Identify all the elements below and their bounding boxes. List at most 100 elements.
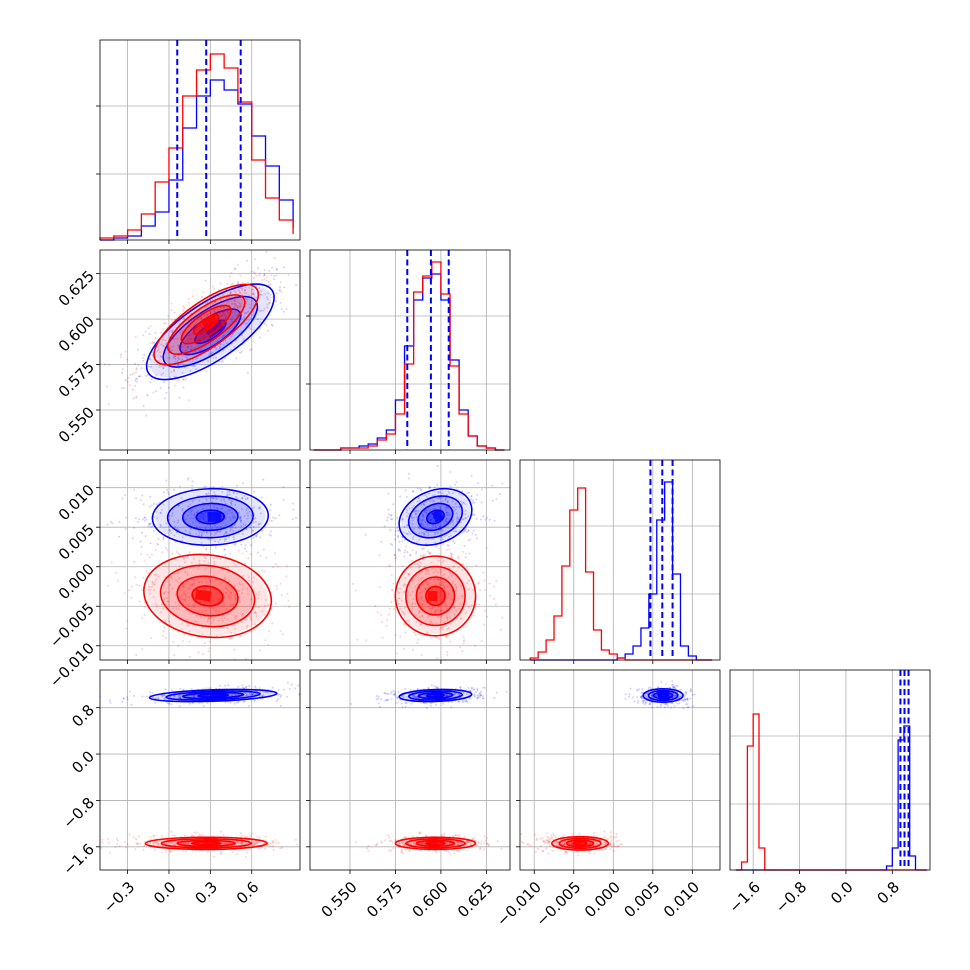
y-tick-label: −1.6: [60, 840, 98, 878]
x-tick-label: 0.6: [233, 878, 263, 908]
x-tick-label: 0.0: [150, 878, 180, 908]
density-peak-blue: [204, 319, 225, 338]
y-tick-label: −0.8: [60, 794, 98, 832]
x-tick-label: 0.000: [581, 878, 624, 921]
x-tick-label: 0.3: [191, 878, 221, 908]
density-peak-red: [574, 838, 582, 849]
contour-red: [166, 294, 246, 355]
contour-blue: [407, 495, 464, 539]
density-peak-red: [427, 590, 438, 601]
contour-red: [405, 565, 466, 627]
contour-red: [180, 304, 232, 345]
contour-red: [572, 840, 588, 846]
contour-blue: [165, 690, 261, 701]
y-tick-label: 0.8: [68, 701, 98, 731]
pair-density-panel: [96, 249, 301, 454]
grid-lines: [520, 460, 720, 660]
x-tick-label: 0.010: [660, 878, 703, 921]
marginal-histogram-panel: [306, 249, 511, 454]
contour-blue: [407, 690, 464, 701]
axes-frame: [519, 459, 721, 661]
x-tick-label: 0.8: [873, 878, 903, 908]
pair-density-panel: [96, 669, 301, 874]
contour-blue: [652, 691, 674, 700]
contour-red: [394, 555, 477, 637]
contour-red: [190, 841, 222, 846]
contour-red: [405, 838, 466, 849]
contour-blue: [195, 509, 225, 525]
contour-red: [415, 839, 456, 848]
histogram-series-red: [313, 261, 505, 451]
y-tick-label: −0.005: [46, 600, 98, 652]
contour-red: [394, 836, 477, 851]
contour-blue: [398, 688, 473, 703]
contour-blue: [162, 295, 259, 368]
x-tick-label: 0.550: [318, 878, 361, 921]
marginal-histogram-panel: [729, 669, 931, 874]
contour-blue: [151, 487, 270, 546]
contour-red: [425, 585, 446, 607]
contour-red: [425, 841, 446, 846]
y-tick-label: 0.625: [55, 267, 98, 310]
pair-density-panel: [516, 669, 721, 874]
axes-frame: [309, 669, 511, 871]
contour-red: [143, 553, 273, 639]
x-tick-label: −1.6: [725, 878, 763, 916]
x-tick-label: 0.625: [454, 878, 497, 921]
y-tick-label: 0.005: [55, 520, 98, 563]
contour-red: [192, 314, 220, 335]
x-tick-label: −0.3: [100, 878, 138, 916]
contour-blue: [145, 283, 275, 381]
marginal-histogram-panel: [516, 459, 721, 664]
x-tick-label: 0.600: [409, 878, 452, 921]
y-tick-label: 0.0: [68, 747, 98, 777]
contour-blue: [197, 693, 230, 698]
grid-lines: [730, 670, 930, 870]
x-tick-label: −0.8: [772, 878, 810, 916]
pair-density-panel: [306, 459, 511, 664]
axes-frame: [99, 669, 301, 871]
pair-density-panel: [306, 669, 511, 874]
density-peak-red: [427, 838, 438, 849]
contour-red: [153, 283, 260, 366]
axes-frame: [519, 669, 721, 871]
x-tick-label: −0.005: [533, 878, 585, 930]
axes-frame: [309, 249, 511, 451]
y-tick-label: 0.550: [55, 403, 98, 446]
contour-blue: [398, 487, 473, 546]
contour-red: [415, 576, 456, 616]
contour-blue: [181, 502, 239, 532]
contour-blue: [166, 495, 254, 539]
contour-blue: [148, 688, 278, 703]
contour-red: [176, 575, 239, 617]
density-peak-red: [200, 313, 219, 331]
density-peak-blue: [659, 690, 670, 701]
contour-red: [160, 838, 252, 849]
y-tick-label: 0.000: [55, 560, 98, 603]
contour-red: [144, 836, 268, 851]
axes-frame: [309, 459, 511, 661]
y-tick-label: 0.575: [55, 358, 98, 401]
contour-red: [551, 835, 610, 851]
axes-frame: [729, 669, 931, 871]
marginal-histogram-panel: [96, 39, 301, 244]
grid-lines: [520, 670, 720, 870]
contour-blue: [647, 689, 679, 702]
grid-lines: [310, 670, 510, 870]
contour-blue: [642, 688, 684, 704]
contour-blue: [181, 691, 245, 700]
y-tick-label: 0.600: [55, 312, 98, 355]
contour-red: [159, 564, 256, 628]
contour-blue: [426, 509, 445, 525]
density-peak-blue: [207, 511, 222, 523]
y-tick-label: 0.010: [55, 481, 98, 524]
contour-blue: [426, 693, 445, 698]
axes-frame: [99, 39, 301, 241]
contour-red: [565, 839, 595, 848]
x-tick-label: 0.0: [827, 878, 857, 908]
contour-blue: [417, 691, 454, 700]
contour-blue: [417, 502, 454, 532]
density-peak-red: [194, 589, 212, 602]
x-tick-label: 0.005: [620, 878, 663, 921]
